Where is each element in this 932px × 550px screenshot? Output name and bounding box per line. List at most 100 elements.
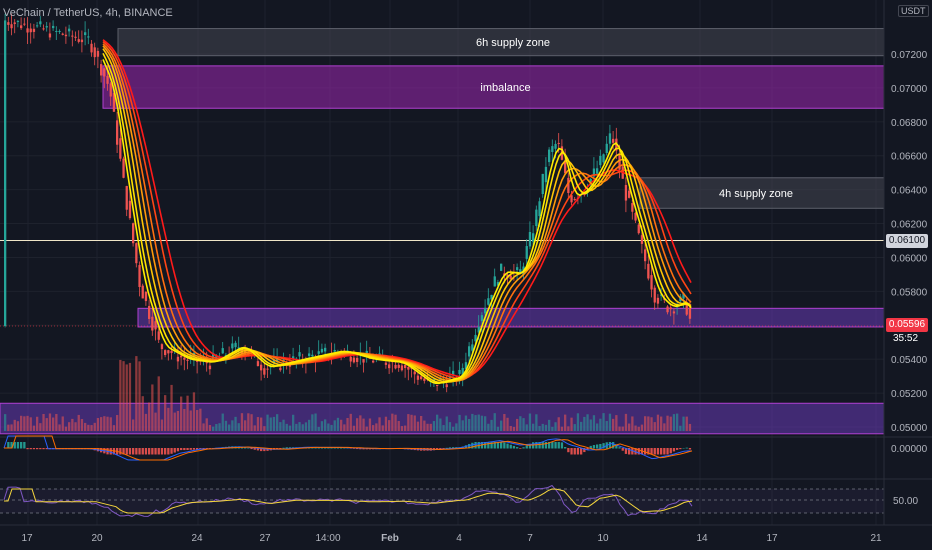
volume-bar (512, 426, 516, 431)
candle-body (224, 354, 228, 356)
volume-bar (266, 414, 269, 431)
price-axis-tick: 0.05400 (891, 355, 928, 366)
zone-rect (0, 402, 885, 435)
macd-histogram-bar (516, 447, 519, 449)
volume-bar (314, 413, 317, 431)
volume-bar (637, 426, 640, 431)
candle-body (90, 43, 93, 53)
candle-body (423, 378, 426, 381)
macd-histogram-bar (167, 448, 170, 455)
volume-bar (602, 413, 605, 431)
zone-label: 4h supply zone (719, 188, 793, 200)
macd-histogram-bar (157, 448, 160, 455)
rsi-axis-tick: 50.00 (893, 496, 918, 507)
macd-histogram-bar (148, 448, 151, 455)
macd-histogram-bar (509, 444, 512, 449)
candle-body (122, 158, 125, 178)
volume-bar (64, 426, 68, 431)
macd-histogram-bar (564, 447, 567, 449)
candle-body (688, 307, 692, 319)
macd-histogram-bar (608, 442, 612, 449)
volume-bar (212, 426, 215, 431)
volume-bar (468, 418, 471, 431)
time-axis-label: 27 (259, 533, 271, 544)
volume-bar (538, 426, 541, 431)
candle-body (164, 350, 167, 356)
macd-histogram-bar (359, 448, 362, 450)
ema-ribbon (102, 39, 692, 385)
macd-histogram-bar (599, 443, 602, 449)
candle-body (112, 93, 116, 112)
volume-bar (586, 414, 589, 431)
volume-bar (519, 416, 522, 431)
volume-bar (170, 384, 173, 431)
macd-histogram-bar (688, 448, 692, 450)
volume-bar (298, 422, 301, 431)
volume-bar (128, 362, 132, 431)
volume-bar (535, 414, 538, 431)
volume-bar (576, 413, 580, 431)
volume-bar (372, 425, 375, 431)
time-axis-label: 10 (597, 533, 609, 544)
macd-histogram-bar (340, 447, 343, 449)
candle-body (74, 36, 77, 38)
macd-histogram-bar (474, 442, 477, 449)
volume-bar (96, 418, 100, 431)
price-axis-tick: 0.06400 (891, 186, 928, 197)
candle-body (541, 173, 544, 195)
macd-histogram-bar (637, 448, 640, 455)
volume-bar (103, 416, 106, 431)
candle-body (151, 316, 154, 331)
volume-bar (352, 425, 356, 431)
volume-bar (685, 416, 688, 431)
volume-bar (180, 396, 183, 431)
macd-histogram-bar (448, 447, 452, 449)
candle-body (298, 352, 301, 357)
volume-bar (605, 421, 608, 431)
candle-body (119, 138, 122, 159)
volume-bar (333, 420, 336, 431)
macd-histogram-bar (119, 448, 122, 455)
volume-bar (621, 426, 624, 431)
volume-bar (551, 426, 554, 431)
volume-bar (471, 413, 474, 431)
price-axis-tick: 0.07200 (891, 50, 928, 61)
candle-body (628, 190, 631, 198)
candle-body (682, 293, 685, 299)
volume-bar (29, 417, 32, 431)
macd-histogram-bar (560, 442, 564, 449)
time-axis-label: 17 (21, 533, 33, 544)
time-axis-label: 17 (766, 533, 778, 544)
candle-body (4, 20, 7, 327)
macd-histogram-bar (519, 448, 522, 449)
candle-body (500, 263, 503, 271)
candle-body (7, 22, 10, 25)
volume-bar (263, 426, 266, 431)
candle-body (519, 269, 522, 273)
volume-bar (93, 422, 96, 431)
macd-histogram-bar (628, 448, 631, 455)
candle-body (144, 291, 148, 302)
candle-body (464, 362, 468, 370)
candle-body (637, 224, 640, 234)
volume-bar (304, 422, 308, 431)
ema-ribbon-line (102, 39, 692, 378)
volume-bar (644, 416, 647, 431)
macd-histogram-bar (551, 442, 554, 449)
candle-body (208, 365, 212, 370)
volume-bar (397, 420, 400, 431)
volume-bar (183, 408, 186, 431)
candle-body (480, 315, 484, 322)
candle-body (570, 195, 573, 203)
volume-bar (90, 425, 93, 431)
macd-histogram-bar (20, 442, 23, 449)
symbol-title[interactable]: VeChain / TetherUS, 4h, BINANCE (3, 7, 173, 19)
volume-bar (628, 423, 631, 431)
candle-body (477, 326, 480, 333)
candle-body (487, 298, 490, 305)
candle-body (589, 178, 592, 185)
macd-signal-line (4, 435, 693, 461)
macd-histogram-bar (132, 448, 135, 455)
volume-bar (484, 416, 487, 431)
